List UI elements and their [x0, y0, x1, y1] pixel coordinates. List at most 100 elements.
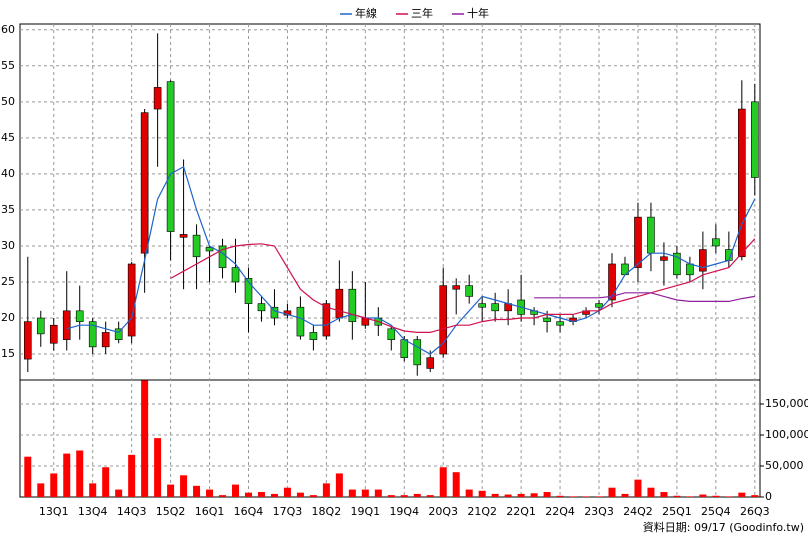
candle-body [36, 317, 45, 335]
volume-bar [115, 489, 123, 497]
volume-bar [751, 495, 759, 497]
volume-bar [309, 495, 317, 497]
candle-body [231, 267, 240, 283]
x-tick-label: 14Q3 [117, 505, 147, 518]
volume-bar [206, 489, 214, 497]
footer: 資料日期: 09/17 (Goodinfo.tw) [643, 520, 804, 534]
volume-tick-label: 100,000 [765, 428, 808, 441]
volume-bar [50, 473, 58, 497]
y-tick-label: 15 [1, 347, 15, 360]
x-tick-label: 25Q4 [701, 505, 731, 518]
x-tick-label: 19Q4 [389, 505, 419, 518]
volume-bar [167, 484, 175, 497]
volume-bar [465, 489, 473, 497]
volume-bar [569, 496, 577, 497]
y-tick-label: 55 [1, 59, 15, 72]
candle-body [257, 303, 266, 312]
x-tick-label: 18Q2 [312, 505, 342, 518]
ma-line [170, 238, 756, 333]
volume-bar [660, 492, 668, 497]
volume-tick-label: 50,000 [765, 459, 804, 472]
x-tick-label: 22Q1 [506, 505, 536, 518]
x-tick-label: 22Q4 [545, 505, 575, 518]
candle-body [478, 303, 486, 308]
x-tick-label: 25Q1 [662, 505, 692, 518]
candle-body [62, 310, 71, 340]
volume-bar [219, 495, 227, 497]
volume-bar [517, 493, 525, 497]
volume-bar [24, 456, 32, 497]
candle-body [595, 303, 603, 308]
candle-body [426, 357, 435, 369]
candle-body [296, 306, 305, 337]
candle-body [192, 234, 201, 258]
legend-label: 三年 [411, 6, 433, 20]
candle-body [556, 321, 564, 326]
candle-body [465, 285, 473, 297]
candle-body [439, 285, 448, 355]
volume-bar [608, 487, 616, 497]
x-tick-label: 16Q4 [234, 505, 264, 518]
volume-bar [452, 472, 460, 497]
volume-bar [296, 492, 304, 497]
y-tick-label: 35 [1, 203, 15, 216]
volume-bar [686, 496, 694, 497]
candle-body [101, 332, 110, 348]
candle-body [673, 252, 681, 276]
volume-tick-label: 0 [765, 490, 772, 503]
ma-line [66, 165, 756, 355]
x-tick-label: 21Q2 [467, 505, 497, 518]
candle-body [634, 216, 642, 268]
x-tick-label: 24Q2 [623, 505, 653, 518]
volume-bar [634, 479, 642, 497]
volume-bar [141, 380, 149, 497]
volume-bar [478, 490, 486, 497]
volume-bar [348, 489, 356, 497]
candle-body [413, 339, 422, 366]
volume-bar [232, 484, 240, 497]
legend-label: 十年 [467, 6, 489, 20]
volume-bar [257, 492, 265, 497]
volume-bar [387, 495, 395, 497]
y-tick-label: 20 [1, 311, 15, 324]
candle-body [387, 328, 396, 340]
y-tick-label: 40 [1, 167, 15, 180]
volume-bar [725, 496, 733, 497]
volume-bar [180, 475, 188, 497]
x-tick-label: 23Q3 [584, 505, 614, 518]
volume-bar [193, 485, 201, 497]
volume-bar [89, 483, 97, 497]
candle-body [452, 285, 461, 290]
volume-tick-label: 150,000 [765, 397, 808, 410]
candle-body [712, 238, 720, 247]
x-tick-label: 13Q1 [39, 505, 69, 518]
volume-bar [543, 492, 551, 497]
x-tick-label: 26Q3 [740, 505, 770, 518]
y-tick-label: 50 [1, 95, 15, 108]
candle-body [270, 306, 279, 319]
volume-bar [361, 489, 369, 497]
candle-body [49, 324, 58, 344]
x-tick-label: 17Q3 [273, 505, 303, 518]
x-tick-label: 13Q4 [78, 505, 108, 518]
volume-bar [37, 483, 45, 497]
candle-body [660, 256, 668, 261]
volume-bar [102, 467, 110, 497]
volume-bar [673, 495, 681, 497]
candle-body [244, 278, 253, 304]
volume-bar [63, 453, 71, 497]
volume-bar [621, 493, 629, 497]
candle-body [114, 328, 123, 340]
y-tick-label: 25 [1, 275, 15, 288]
volume-bar [699, 494, 707, 497]
volume-bar [335, 473, 343, 497]
volume-bar [154, 438, 162, 497]
volume-bar [491, 493, 499, 497]
candle-body [75, 310, 84, 322]
candle-body [309, 332, 318, 340]
y-tick-label: 60 [1, 23, 15, 36]
candle-body [140, 112, 149, 254]
volume-bar [556, 495, 564, 497]
volume-bar [374, 489, 382, 497]
